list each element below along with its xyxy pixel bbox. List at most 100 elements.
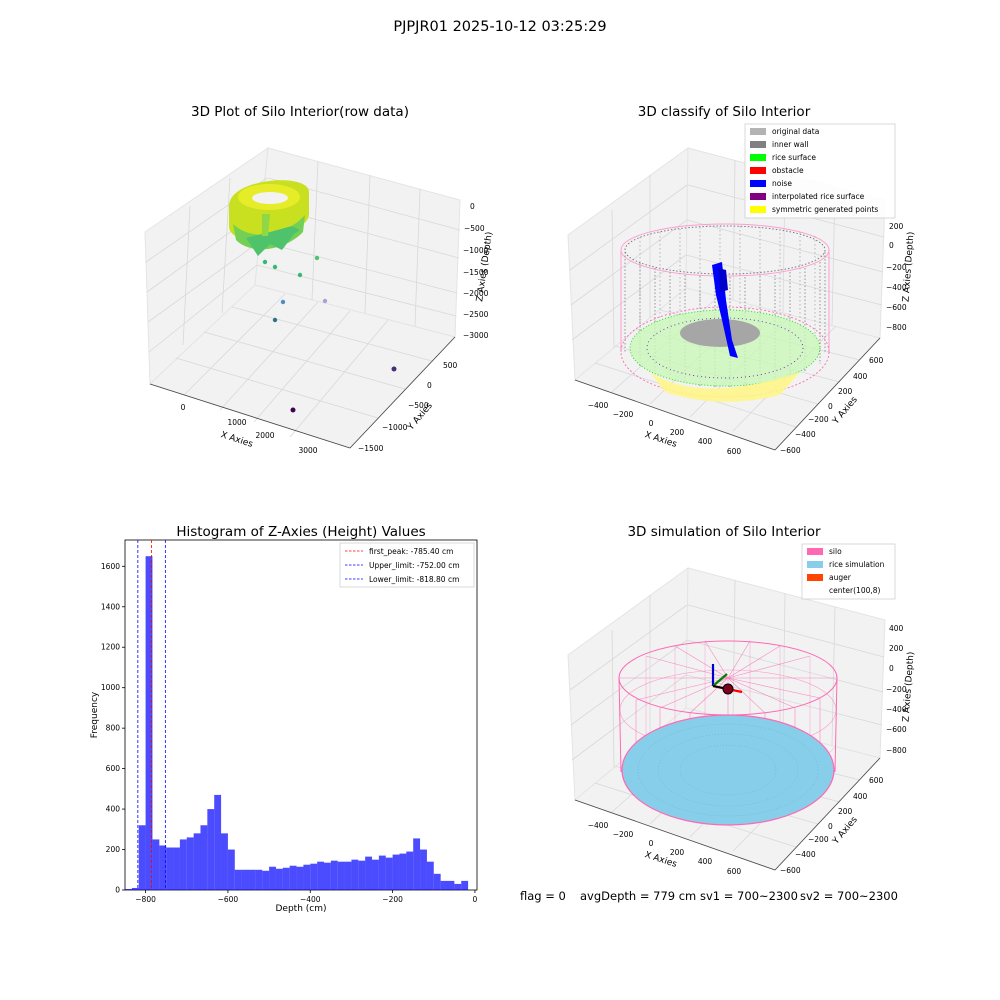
raw-zlabel: Z Axies (Depth): [475, 231, 495, 302]
raw-ztick-0: 0: [470, 202, 475, 211]
sim-xtick-0: −400: [588, 821, 609, 830]
classify-ytick-6: −600: [780, 446, 801, 455]
histogram-bar: [138, 825, 146, 890]
legend-label-noise: noise: [772, 179, 792, 188]
histogram-bar: [385, 857, 393, 890]
raw-axes: [149, 336, 456, 449]
panel-raw-title: 3D Plot of Silo Interior(row data): [191, 104, 409, 120]
histogram-bar: [317, 861, 325, 890]
classify-ztick-3: −400: [886, 283, 907, 292]
legend-label-original: original data: [772, 127, 819, 136]
histogram-reference-lines: [137, 540, 166, 890]
classify-ztick-2: −200: [886, 263, 907, 272]
footer-avg-depth: avgDepth = 779 cm: [580, 889, 696, 903]
classify-ytick-0: 600: [869, 356, 884, 365]
histogram-bar: [372, 859, 379, 890]
raw-xlabel: X Axies: [219, 430, 254, 450]
histogram-bar: [214, 794, 222, 890]
histogram-xtick-label: 0: [473, 895, 478, 904]
classify-cylinder: [620, 223, 830, 402]
histogram-bar: [440, 880, 448, 890]
classify-ytick-2: 200: [838, 387, 853, 396]
sim-ztick-3: −200: [886, 685, 907, 694]
histogram-title: Histogram of Z-Axies (Height) Values: [176, 524, 425, 540]
histogram-bar: [179, 839, 187, 890]
classify-xtick-3: 200: [670, 428, 685, 437]
classify-xtick-2: 0: [649, 419, 654, 428]
sim-rice-surface: [621, 714, 835, 826]
panel-classify-3d: 3D classify of Silo Interior: [567, 104, 917, 456]
panel-histogram: Histogram of Z-Axies (Height) Values −80…: [90, 524, 478, 914]
footer-sv1: sv1 = 700~2300: [700, 889, 798, 903]
panel-simulation-3d: 3D simulation of Silo Interior: [567, 524, 916, 876]
classify-axes: [574, 337, 881, 451]
histogram-bar: [282, 867, 290, 890]
legend-label-center: center(100,8): [829, 586, 881, 595]
legend-label-lower-limit: Lower_limit: -818.80 cm: [369, 575, 459, 584]
histogram-ylabel: Frequency: [90, 691, 100, 738]
histogram-bar: [145, 556, 153, 890]
histogram-bar: [406, 851, 414, 890]
histogram-bar: [227, 849, 235, 890]
histogram-legend: first_peak: -785.40 cm Upper_limit: -752…: [339, 542, 475, 588]
sim-xtick-4: 400: [698, 857, 713, 866]
legend-swatch-interpolated: [750, 193, 766, 200]
histogram-ytick-label: 800: [106, 724, 121, 733]
outlier-point: [290, 407, 296, 413]
histogram-xtick-label: −200: [382, 895, 403, 904]
outlier-point: [280, 299, 286, 305]
outlier-point: [272, 317, 278, 323]
histogram-plot-area: [124, 539, 478, 891]
panel-raw-3d: 3D Plot of Silo Interior(row data) 0 100…: [144, 104, 495, 455]
histogram-bar: [234, 869, 242, 890]
histogram-ytick-label: 200: [106, 845, 121, 854]
histogram-bar: [378, 855, 386, 890]
panel-classify-title: 3D classify of Silo Interior: [638, 104, 811, 120]
classify-ylabel: Y Axies: [831, 395, 860, 427]
histogram-bar: [351, 859, 359, 890]
histogram-bar: [358, 860, 366, 890]
raw-ytick-0: 500: [443, 361, 458, 370]
histogram-bar: [193, 833, 201, 890]
histogram-bar: [166, 847, 174, 890]
histogram-bar: [310, 863, 318, 890]
legend-label-first-peak: first_peak: -785.40 cm: [369, 547, 453, 556]
classify-zlabel: Z Axies (Depth): [902, 231, 917, 302]
legend-swatch-noise: [750, 180, 766, 187]
histogram-bar: [200, 825, 208, 890]
histogram-bar: [420, 849, 427, 890]
histogram-bar: [131, 887, 139, 890]
legend-label-auger: auger: [829, 573, 852, 582]
histogram-bar: [255, 869, 263, 890]
outlier-point: [391, 366, 397, 372]
legend-label-interpolated: interpolated rice surface: [772, 192, 865, 201]
legend-swatch-silo: [807, 548, 823, 555]
histogram-bar: [296, 866, 304, 890]
sim-ytick-4: −200: [808, 835, 829, 844]
sim-ztick-4: −400: [886, 705, 907, 714]
histogram-ytick-label: 400: [106, 805, 121, 814]
raw-ring-cloud: [229, 180, 309, 256]
raw-xtick-1: 1000: [227, 418, 246, 427]
simulation-legend: silo rice simulation auger center(100,8): [801, 543, 896, 600]
outlier-point: [322, 298, 328, 304]
histogram-bar: [337, 861, 345, 890]
legend-label-obstacle: obstacle: [772, 166, 804, 175]
sim-xtick-5: 600: [727, 867, 742, 876]
classify-ytick-3: 0: [828, 402, 833, 411]
legend-swatch-obstacle: [750, 167, 766, 174]
classify-legend: original data inner wall rice surface ob…: [744, 123, 896, 219]
raw-ztick-3: −1500: [463, 268, 489, 277]
classify-ztick-4: −600: [886, 303, 907, 312]
legend-label-silo: silo: [829, 547, 842, 556]
sim-axes: [574, 757, 881, 871]
histogram-ytick-label: 1200: [101, 643, 120, 652]
histogram-bars: [125, 556, 469, 890]
histogram-bar: [413, 838, 421, 890]
classify-xtick-4: 400: [698, 437, 713, 446]
legend-label-rice-surface: rice surface: [772, 153, 816, 162]
sim-ytick-3: 0: [828, 822, 833, 831]
classify-ztick-5: −800: [886, 323, 907, 332]
sim-ytick-2: 200: [838, 807, 853, 816]
